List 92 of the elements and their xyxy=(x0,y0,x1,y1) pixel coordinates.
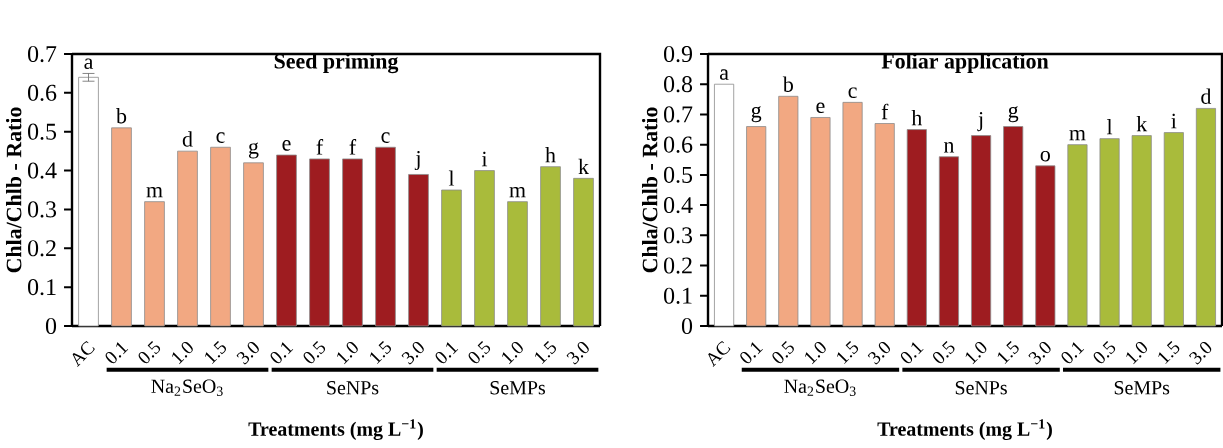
data-label: n xyxy=(943,142,955,153)
x-tick-label: 3.0 xyxy=(867,341,891,365)
x-tick-label: 0.1 xyxy=(435,342,459,364)
data-label: a xyxy=(84,58,94,70)
data-label: g xyxy=(248,142,259,159)
x-tick-label: 1.5 xyxy=(535,340,557,365)
data-label: b xyxy=(782,76,793,92)
x-tick-label: 3.0 xyxy=(566,341,589,365)
x-tick-label: 0.5 xyxy=(772,340,794,364)
text: Na$_{2}$SeO$_{3}$ xyxy=(784,379,856,396)
x-tick-label: 1.0 xyxy=(337,341,358,365)
x-tick-label: 3.0 xyxy=(236,341,259,365)
y-tick-label: 0.6 xyxy=(28,84,57,101)
y-axis-title: Chla/Chlb - Ratio xyxy=(5,107,22,273)
data-label: l xyxy=(1106,119,1113,135)
data-label: m xyxy=(1069,129,1086,141)
x-tick-label: 0.1 xyxy=(740,342,763,364)
data-label: c xyxy=(381,132,390,143)
y-tick-label: 0.8 xyxy=(664,76,693,93)
x-tick-label: 1.5 xyxy=(837,340,859,365)
data-label: b xyxy=(116,108,127,124)
x-tick-label: 0.5 xyxy=(933,340,955,364)
data-label: k xyxy=(578,158,589,174)
x-axis-title: Treatments (mg L$^{−1}$) xyxy=(248,419,423,441)
data-label: i xyxy=(481,151,488,167)
data-label: d xyxy=(1201,88,1212,105)
data-label: e xyxy=(816,102,825,114)
text: SeNPs xyxy=(955,381,1007,395)
y-tick-label: 0.7 xyxy=(28,45,57,63)
y-tick-label: 0.3 xyxy=(28,201,57,218)
x-tick-label: 1.5 xyxy=(1158,340,1180,365)
x-tick-label: 1.5 xyxy=(997,340,1019,365)
y-axis-title: Chla/Chlb - Ratio xyxy=(642,107,658,273)
data-label: h xyxy=(545,147,556,163)
x-tick-label: AC xyxy=(708,340,731,368)
y-tick-label: 0 xyxy=(45,317,57,335)
x-tick-label: 1.5 xyxy=(370,340,392,365)
x-tick-label: 0.1 xyxy=(105,342,129,364)
x-tick-label: 0.5 xyxy=(468,340,491,364)
y-tick-label: 0.7 xyxy=(664,106,693,123)
data-label: h xyxy=(911,109,922,126)
x-tick-label: 1.0 xyxy=(502,341,523,365)
x-tick-label: 0.5 xyxy=(303,340,326,364)
y-tick-label: 0.1 xyxy=(664,287,692,304)
data-label: a xyxy=(719,69,729,80)
x-tick-label: 1.0 xyxy=(1126,341,1148,365)
data-label: g xyxy=(1008,106,1019,123)
x-tick-label: 0.1 xyxy=(1061,342,1085,364)
x-tick-label: 3.0 xyxy=(1028,341,1051,365)
x-tick-label: 1.0 xyxy=(965,341,987,365)
y-tick-label: 0.1 xyxy=(28,279,56,296)
data-label: j xyxy=(414,150,420,171)
x-tick-label: 1.0 xyxy=(172,341,193,365)
y-tick-label: 0 xyxy=(681,317,693,335)
x-axis-title: Treatments (mg L$^{−1}$) xyxy=(877,419,1052,441)
y-tick-label: 0.5 xyxy=(28,123,57,140)
text: SeMPs xyxy=(490,381,546,395)
data-label: i xyxy=(1171,113,1177,129)
text: Na$_{2}$SeO$_{3}$ xyxy=(151,379,223,396)
y-tick-label: 0.4 xyxy=(28,162,57,179)
data-label: f xyxy=(881,103,889,120)
data-label: f xyxy=(316,139,324,155)
data-label: o xyxy=(1040,150,1050,162)
y-tick-label: 0.5 xyxy=(664,166,693,184)
text: SeNPs xyxy=(327,381,379,395)
data-label: c xyxy=(216,132,225,143)
x-tick-label: 1.0 xyxy=(805,341,826,365)
x-tick-label: 0.1 xyxy=(900,342,924,364)
data-label: f xyxy=(349,139,357,155)
data-label: l xyxy=(448,170,455,186)
data-label: k xyxy=(1136,116,1148,132)
data-label: g xyxy=(751,106,762,123)
data-label: d xyxy=(182,131,193,147)
data-label: m xyxy=(509,186,526,198)
x-tick-label: 0.1 xyxy=(270,342,294,364)
x-tick-label: 3.0 xyxy=(1189,341,1212,365)
text: SeMPs xyxy=(1114,381,1170,395)
y-tick-label: 0.4 xyxy=(664,196,693,214)
y-tick-label: 0.2 xyxy=(664,257,692,274)
x-tick-label: 0.5 xyxy=(1093,340,1116,364)
data-label: j xyxy=(977,112,983,132)
data-label: m xyxy=(146,186,163,198)
data-label: c xyxy=(848,87,857,98)
data-label: e xyxy=(282,140,291,151)
y-tick-label: 0.9 xyxy=(664,45,693,63)
x-tick-label: 3.0 xyxy=(401,341,424,365)
x-tick-label: 1.5 xyxy=(205,340,227,365)
x-tick-label: AC xyxy=(72,340,95,368)
y-tick-label: 0.3 xyxy=(664,227,693,244)
y-tick-label: 0.6 xyxy=(664,136,693,153)
y-tick-label: 0.2 xyxy=(28,240,56,257)
x-tick-label: 0.5 xyxy=(138,340,161,364)
